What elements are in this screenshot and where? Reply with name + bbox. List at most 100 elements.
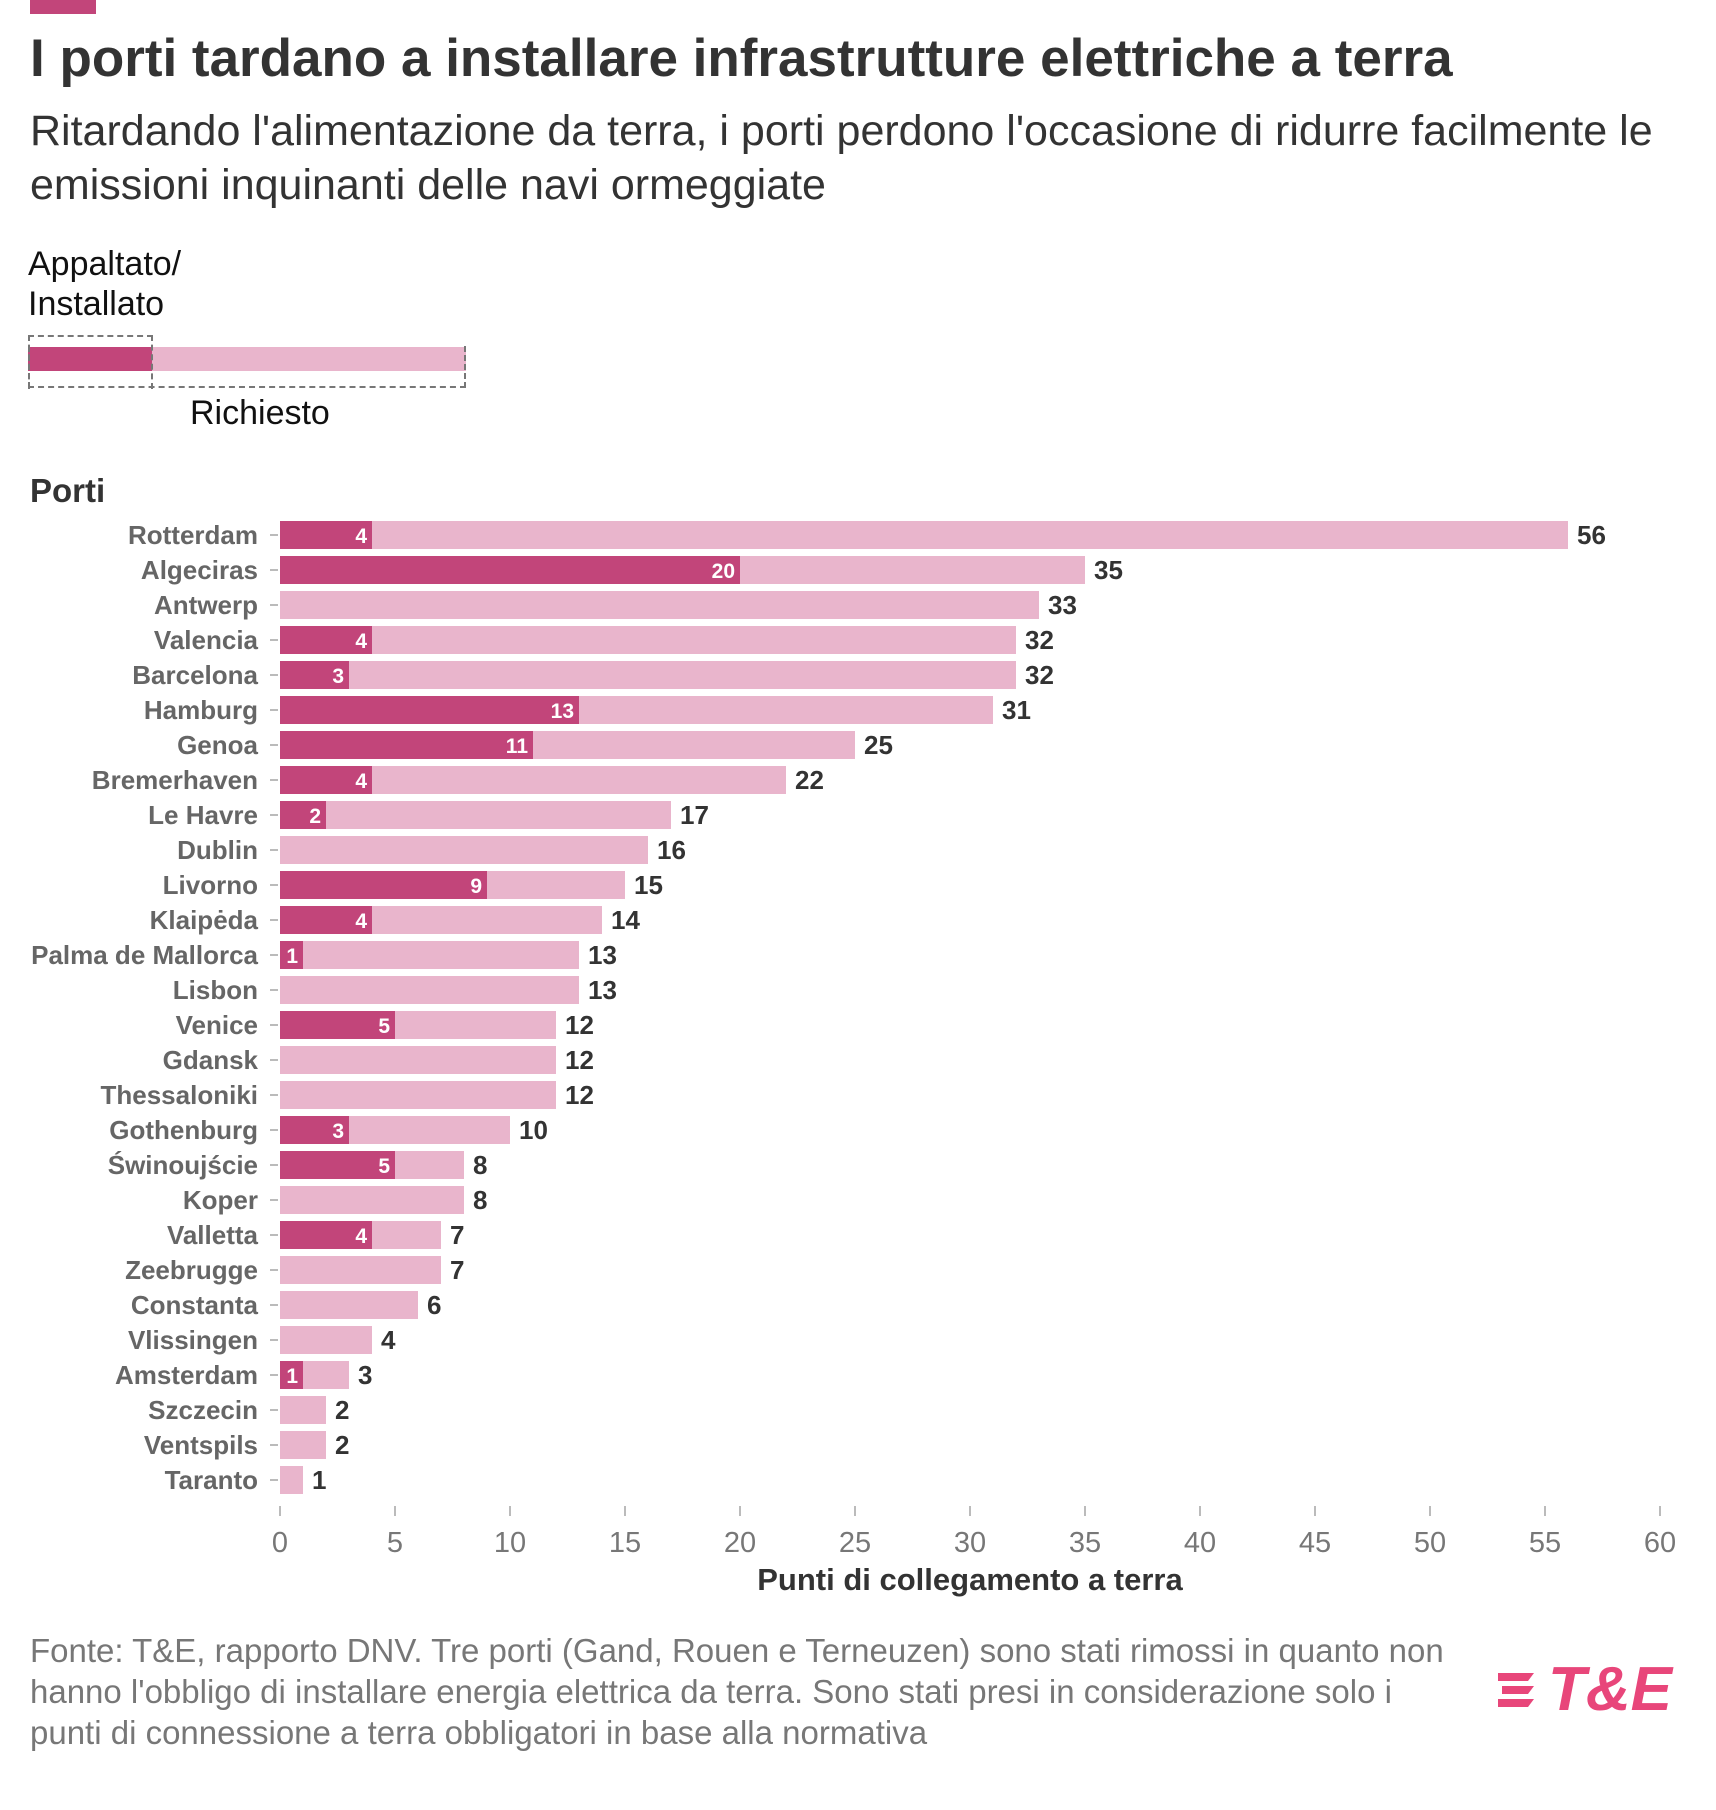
bar-required-value: 12 bbox=[565, 1045, 594, 1075]
bar-required-value: 35 bbox=[1094, 555, 1123, 585]
bar-required bbox=[280, 801, 671, 829]
category-label: Barcelona bbox=[132, 660, 258, 690]
category-label: Rotterdam bbox=[128, 520, 258, 550]
x-tick-label: 15 bbox=[609, 1527, 641, 1559]
category-label: Constanta bbox=[131, 1290, 259, 1320]
category-label: Valencia bbox=[154, 625, 259, 655]
bar-contracted-value: 2 bbox=[309, 805, 321, 828]
bar-required-value: 14 bbox=[611, 905, 640, 935]
category-label: Valletta bbox=[167, 1220, 259, 1250]
bar-required bbox=[280, 1431, 326, 1459]
bar-required-value: 6 bbox=[427, 1290, 441, 1320]
x-tick-label: 55 bbox=[1529, 1527, 1561, 1559]
bar-contracted-value: 4 bbox=[355, 525, 367, 548]
bar-contracted bbox=[280, 1151, 395, 1179]
bar-contracted-value: 5 bbox=[378, 1015, 390, 1038]
bar-contracted-value: 4 bbox=[355, 630, 367, 653]
category-label: Taranto bbox=[165, 1465, 258, 1495]
category-label: Ventspils bbox=[144, 1430, 258, 1460]
bar-required bbox=[280, 1326, 372, 1354]
bar-contracted-value: 1 bbox=[286, 945, 298, 968]
bar-contracted bbox=[280, 731, 533, 759]
bar-contracted bbox=[280, 1116, 349, 1144]
te-logo: T&E bbox=[1494, 1655, 1694, 1725]
bar-contracted-value: 1 bbox=[286, 1365, 298, 1388]
bar-required-value: 12 bbox=[565, 1080, 594, 1110]
x-tick-label: 20 bbox=[724, 1527, 756, 1559]
category-label: Venice bbox=[176, 1010, 258, 1040]
logo-mark-icon bbox=[1498, 1673, 1534, 1707]
legend-required-label: Richiesto bbox=[190, 394, 330, 432]
bar-contracted-value: 20 bbox=[712, 560, 735, 583]
accent-bar bbox=[30, 0, 96, 14]
bar-contracted bbox=[280, 766, 372, 794]
bar-required bbox=[280, 941, 579, 969]
x-tick-label: 45 bbox=[1299, 1527, 1331, 1559]
bar-contracted-value: 11 bbox=[506, 735, 529, 758]
bar-required bbox=[280, 661, 1016, 689]
bar-contracted bbox=[280, 1011, 395, 1039]
bar-required-value: 13 bbox=[588, 975, 617, 1005]
bar-required-value: 32 bbox=[1025, 660, 1054, 690]
category-label: Genoa bbox=[177, 730, 258, 760]
bar-contracted bbox=[280, 521, 372, 549]
category-label: Bremerhaven bbox=[92, 765, 258, 795]
bar-contracted-value: 9 bbox=[470, 875, 482, 898]
category-label: Koper bbox=[183, 1185, 258, 1215]
bar-required-value: 7 bbox=[450, 1220, 464, 1250]
bar-contracted bbox=[280, 906, 372, 934]
x-axis-label: Punti di collegamento a terra bbox=[757, 1562, 1183, 1597]
bar-contracted-value: 4 bbox=[355, 770, 367, 793]
category-label: Livorno bbox=[163, 870, 258, 900]
chart-title: I porti tardano a installare infrastrutt… bbox=[30, 29, 1453, 88]
source-note: Fonte: T&E, rapporto DNV. Tre porti (Gan… bbox=[30, 1632, 1444, 1751]
category-label: Gdansk bbox=[163, 1045, 259, 1075]
bar-required-value: 56 bbox=[1577, 520, 1606, 550]
bar-contracted-value: 4 bbox=[355, 910, 367, 933]
category-label: Świnoujście bbox=[108, 1150, 258, 1180]
bar-required-value: 17 bbox=[680, 800, 709, 830]
bar-contracted bbox=[280, 1361, 303, 1389]
bar-required-value: 8 bbox=[473, 1150, 487, 1180]
bar-required-value: 25 bbox=[864, 730, 893, 760]
category-label: Zeebrugge bbox=[125, 1255, 258, 1285]
category-label: Thessaloniki bbox=[101, 1080, 259, 1110]
bar-required-value: 31 bbox=[1002, 695, 1031, 725]
bar-required bbox=[280, 836, 648, 864]
bar-required bbox=[280, 1256, 441, 1284]
bar-required-value: 32 bbox=[1025, 625, 1054, 655]
bar-required bbox=[280, 1186, 464, 1214]
bar-required-value: 8 bbox=[473, 1185, 487, 1215]
bar-required-value: 1 bbox=[312, 1465, 326, 1495]
x-tick-label: 30 bbox=[954, 1527, 986, 1559]
category-label: Gothenburg bbox=[109, 1115, 258, 1145]
category-label: Lisbon bbox=[173, 975, 258, 1005]
bar-contracted bbox=[280, 556, 740, 584]
bar-required bbox=[280, 1291, 418, 1319]
x-tick-label: 50 bbox=[1414, 1527, 1446, 1559]
x-tick-label: 0 bbox=[272, 1527, 288, 1559]
x-tick-label: 35 bbox=[1069, 1527, 1101, 1559]
bar-required bbox=[280, 976, 579, 1004]
category-label: Vlissingen bbox=[128, 1325, 258, 1355]
category-label: Hamburg bbox=[144, 695, 258, 725]
category-label: Szczecin bbox=[148, 1395, 258, 1425]
category-label: Palma de Mallorca bbox=[31, 940, 258, 970]
bar-required-value: 13 bbox=[588, 940, 617, 970]
bar-contracted-value: 4 bbox=[355, 1225, 367, 1248]
bar-contracted bbox=[280, 1221, 372, 1249]
bar-required-value: 33 bbox=[1048, 590, 1077, 620]
bar-contracted-value: 13 bbox=[551, 700, 574, 723]
category-label: Dublin bbox=[177, 835, 258, 865]
bar-required bbox=[280, 1396, 326, 1424]
bar-contracted bbox=[280, 626, 372, 654]
bar-required-value: 3 bbox=[358, 1360, 372, 1390]
logo-text: T&E bbox=[1548, 1655, 1672, 1724]
bar-required-value: 7 bbox=[450, 1255, 464, 1285]
bar-contracted bbox=[280, 941, 303, 969]
bar-contracted-value: 5 bbox=[378, 1155, 390, 1178]
bar-contracted bbox=[280, 801, 326, 829]
bar-contracted bbox=[280, 871, 487, 899]
bar-required-value: 2 bbox=[335, 1430, 349, 1460]
